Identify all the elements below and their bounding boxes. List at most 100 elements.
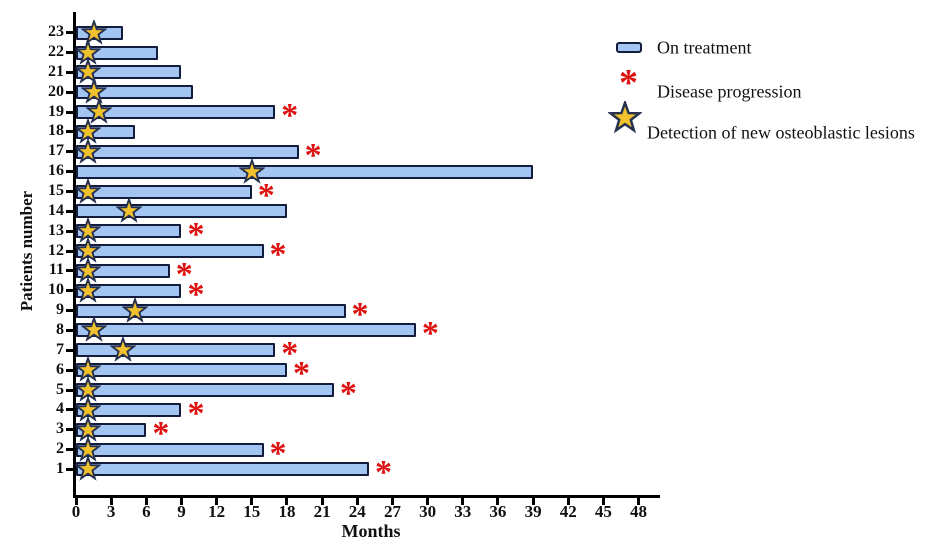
new-lesion-star-patient-16: [237, 157, 266, 190]
treatment-bar-patient-7: [76, 343, 276, 358]
x-tick-24: [355, 498, 359, 505]
y-tick-label-patient-1: 1: [56, 459, 64, 477]
y-tick-patient-6: [66, 368, 73, 372]
y-tick-patient-23: [66, 31, 73, 35]
x-tick-18: [285, 498, 289, 505]
new-lesion-star-patient-9: [120, 296, 149, 329]
x-tick-3: [109, 498, 113, 505]
new-lesion-star-patient-6: [73, 355, 102, 388]
y-tick-label-patient-3: 3: [56, 420, 64, 438]
progression-asterisk-patient-8: *: [421, 315, 439, 353]
y-tick-label-patient-16: 16: [48, 162, 64, 180]
x-tick-label-15: 15: [243, 502, 261, 521]
y-tick-patient-8: [66, 328, 73, 332]
new-lesion-star-patient-19: [85, 97, 114, 130]
treatment-bar-patient-9: [76, 303, 346, 318]
y-tick-label-patient-22: 22: [48, 43, 64, 61]
x-tick-label-6: 6: [142, 502, 151, 521]
x-tick-27: [390, 498, 394, 505]
new-lesion-star-patient-2: [73, 435, 102, 468]
new-lesion-star-patient-23: [79, 18, 108, 51]
progression-asterisk-patient-3: *: [152, 414, 170, 452]
y-tick-patient-21: [66, 70, 73, 74]
y-tick-patient-20: [66, 90, 73, 94]
y-tick-label-patient-7: 7: [56, 340, 64, 358]
legend-label-new-lesions: Detection of new osteoblastic lesions: [647, 122, 915, 143]
x-tick-48: [637, 498, 641, 505]
y-tick-patient-2: [66, 448, 73, 452]
treatment-bar-patient-2: [76, 442, 264, 457]
new-lesion-star-patient-21: [73, 57, 102, 90]
new-lesion-star-patient-7: [109, 335, 137, 368]
new-lesion-star-patient-11: [73, 256, 102, 289]
y-tick-patient-3: [66, 428, 73, 432]
legend: On treatment * Disease progression Detec…: [600, 15, 950, 143]
y-tick-label-patient-17: 17: [48, 142, 64, 160]
y-tick-patient-12: [66, 249, 73, 253]
new-lesion-star-patient-22: [73, 38, 102, 71]
new-lesion-star-patient-8: [79, 315, 108, 348]
x-tick-21: [320, 498, 324, 505]
y-tick-label-patient-12: 12: [48, 241, 64, 259]
x-tick-9: [179, 498, 183, 505]
new-lesion-star-patient-15: [73, 176, 102, 210]
treatment-bar-patient-19: [76, 105, 276, 120]
progression-asterisk-patient-19: *: [281, 97, 299, 135]
treatment-bar-patient-4: [76, 402, 182, 417]
x-tick-label-18: 18: [278, 502, 296, 521]
x-tick-label-48: 48: [630, 502, 648, 521]
legend-label-disease-progression: Disease progression: [657, 81, 802, 102]
treatment-bar-patient-14: [76, 204, 287, 219]
y-tick-label-patient-13: 13: [48, 221, 64, 239]
progression-asterisk-patient-2: *: [269, 434, 287, 472]
y-tick-label-patient-14: 14: [48, 201, 64, 219]
progression-asterisk-patient-13: *: [187, 216, 205, 254]
treatment-bar-patient-1: [76, 462, 369, 477]
y-tick-patient-18: [66, 130, 73, 134]
progression-asterisk-patient-17: *: [304, 136, 322, 174]
treatment-bar-patient-12: [76, 244, 264, 259]
y-tick-label-patient-23: 23: [48, 23, 64, 41]
x-tick-36: [496, 498, 500, 505]
x-axis-spine: [73, 495, 660, 498]
y-tick-patient-5: [66, 388, 73, 392]
x-tick-30: [426, 498, 430, 505]
progression-asterisk-patient-11: *: [175, 255, 193, 293]
treatment-bar-patient-21: [76, 65, 182, 80]
y-tick-label-patient-20: 20: [48, 82, 64, 100]
treatment-bar-patient-17: [76, 144, 299, 159]
y-tick-patient-14: [66, 209, 73, 213]
y-tick-label-patient-9: 9: [56, 301, 64, 319]
progression-asterisk-patient-6: *: [292, 355, 310, 393]
x-tick-42: [566, 498, 570, 505]
y-tick-patient-22: [66, 51, 73, 55]
y-tick-patient-11: [66, 269, 73, 273]
y-tick-patient-10: [66, 289, 73, 293]
new-lesion-star-patient-14: [114, 196, 143, 229]
x-tick-6: [144, 498, 148, 505]
x-tick-label-36: 36: [489, 502, 507, 521]
x-tick-label-27: 27: [383, 502, 401, 521]
x-tick-15: [250, 498, 254, 505]
y-tick-label-patient-15: 15: [48, 182, 64, 199]
new-lesion-star-patient-18: [73, 117, 102, 150]
progression-asterisk-patient-5: *: [339, 375, 357, 412]
new-lesion-star-patient-4: [73, 395, 102, 428]
x-tick-33: [461, 498, 465, 505]
y-tick-patient-16: [66, 170, 73, 174]
y-tick-label-patient-2: 2: [56, 440, 64, 458]
progression-asterisk-patient-10: *: [187, 275, 205, 313]
progression-asterisk-patient-9: *: [351, 295, 369, 333]
progression-asterisk-patient-4: *: [187, 394, 205, 432]
y-tick-patient-15: [66, 190, 73, 193]
new-lesion-star-patient-12: [73, 236, 102, 269]
y-tick-patient-1: [66, 467, 73, 471]
new-lesion-star-patient-10: [73, 276, 102, 309]
new-lesion-star-patient-1: [73, 454, 102, 487]
y-tick-patient-19: [66, 110, 73, 114]
y-tick-patient-4: [66, 408, 73, 412]
disease-progression-asterisk-icon: *: [619, 62, 638, 104]
x-tick-label-12: 12: [208, 502, 226, 521]
x-tick-label-0: 0: [71, 502, 81, 521]
treatment-bar-patient-10: [76, 283, 182, 298]
